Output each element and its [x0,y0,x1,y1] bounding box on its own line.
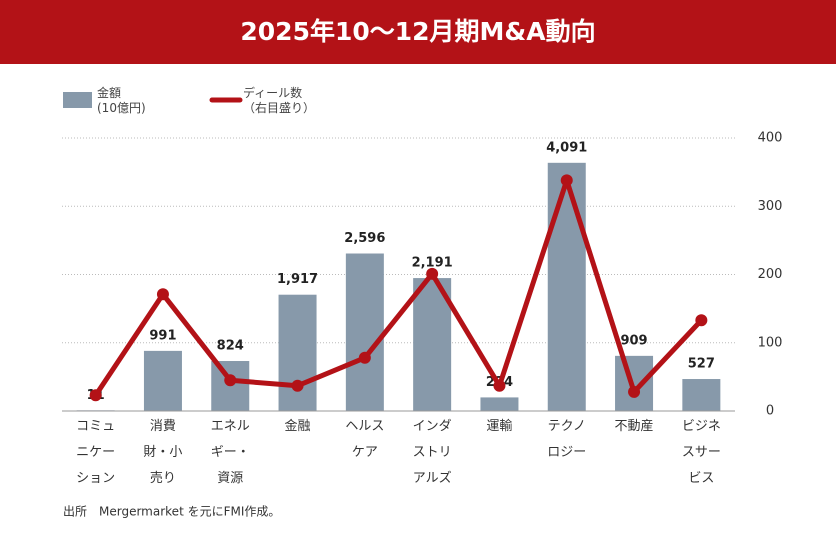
bar [480,397,519,411]
bar [278,294,317,411]
header-band [0,0,836,64]
value-label: 2,596 [344,231,385,246]
legend-swatch-bar [63,92,92,108]
bar [143,350,182,411]
point [291,379,304,392]
bar [615,355,654,411]
x-tick-label: 運輸 [486,419,513,434]
x-tick-label: ヘルスケア [345,419,385,460]
y2-tick-label: 200 [758,267,783,282]
value-label: 527 [688,357,715,372]
value-label: 4,091 [546,140,587,155]
bar [413,278,452,411]
x-tick-label: コミュニケーション [76,419,116,486]
point [493,379,506,392]
x-tick-label: 不動産 [614,419,654,434]
point [426,267,439,280]
point [560,174,573,187]
point [695,314,708,327]
line [93,177,704,397]
x-tick-label: 金融 [284,419,311,434]
value-label: 991 [149,328,176,343]
x-tick-label: エネルギー・資源 [210,419,250,486]
point [89,389,102,402]
legend-label: ディール数 （右目盛り） [243,86,316,115]
value-label: 824 [217,339,244,354]
y2-tick-label: 100 [758,335,783,350]
y2-tick-label: 300 [758,199,783,214]
y2-tick-label: 0 [766,404,774,419]
x-tick-label: テクノロジー [547,419,587,460]
point [358,351,371,364]
x-tick-label: ビジネスサービス [681,419,721,486]
bar [345,253,384,411]
value-label: 1,917 [277,272,318,287]
point [628,385,641,398]
value-label: 2,191 [412,256,453,271]
point [224,374,237,387]
bar [682,379,721,411]
point [156,288,169,301]
x-tick-label: 消費財・小売り [143,419,183,486]
legend-label: 金額 (10億円) [97,86,146,115]
value-label: 909 [620,333,647,348]
y2-tick-label: 400 [758,131,783,146]
x-tick-label: インダストリアルズ [412,419,452,486]
source: 出所 Mergermarket を元にFMI作成。 [63,505,280,519]
bar [547,162,586,411]
chart-title: 2025年10〜12月期M&A動向 [240,17,595,46]
